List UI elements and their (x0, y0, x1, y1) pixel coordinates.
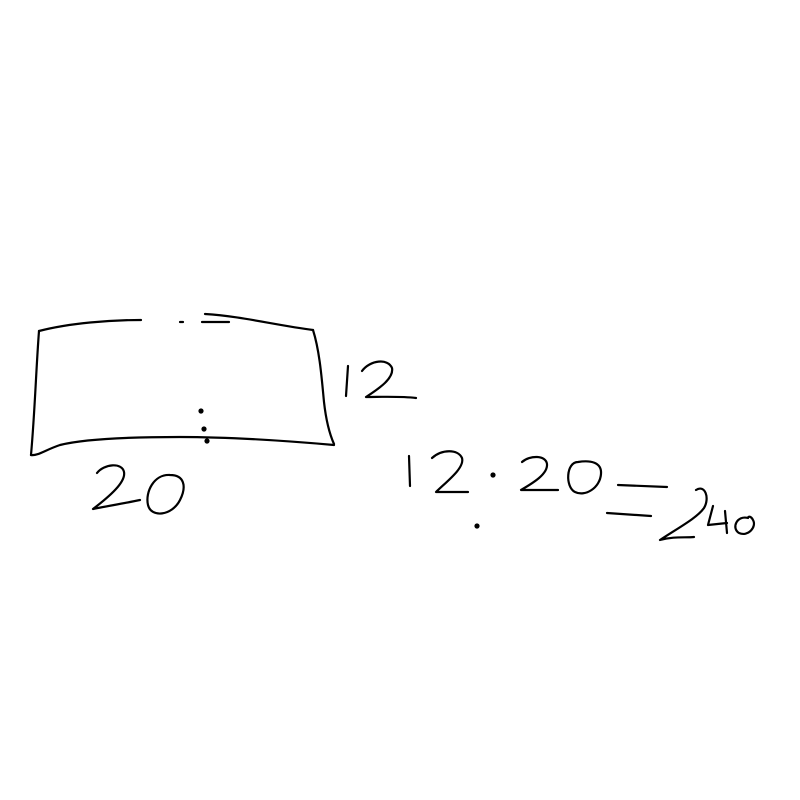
rectangle-dot-3 (204, 438, 210, 444)
equation-240 (658, 487, 756, 542)
equation-equals (605, 483, 669, 518)
rectangle-left-edge (29, 329, 41, 457)
rectangle-sketch (29, 312, 336, 457)
equation-20 (519, 455, 603, 495)
equation-multiply-dot (490, 472, 496, 478)
equation-sketch (407, 450, 756, 542)
side-label-12 (344, 360, 418, 400)
rectangle-bottom-edge (29, 435, 336, 457)
rectangle-dot-2 (201, 426, 207, 432)
equation-12 (407, 450, 470, 494)
rectangle-dot-1 (198, 408, 204, 414)
rectangle-top-edge-right (203, 312, 315, 332)
bottom-label-20 (91, 464, 185, 515)
rectangle-top-edge-left (37, 318, 143, 333)
rectangle-right-edge (311, 328, 336, 446)
equation-stray-dot (474, 523, 480, 529)
